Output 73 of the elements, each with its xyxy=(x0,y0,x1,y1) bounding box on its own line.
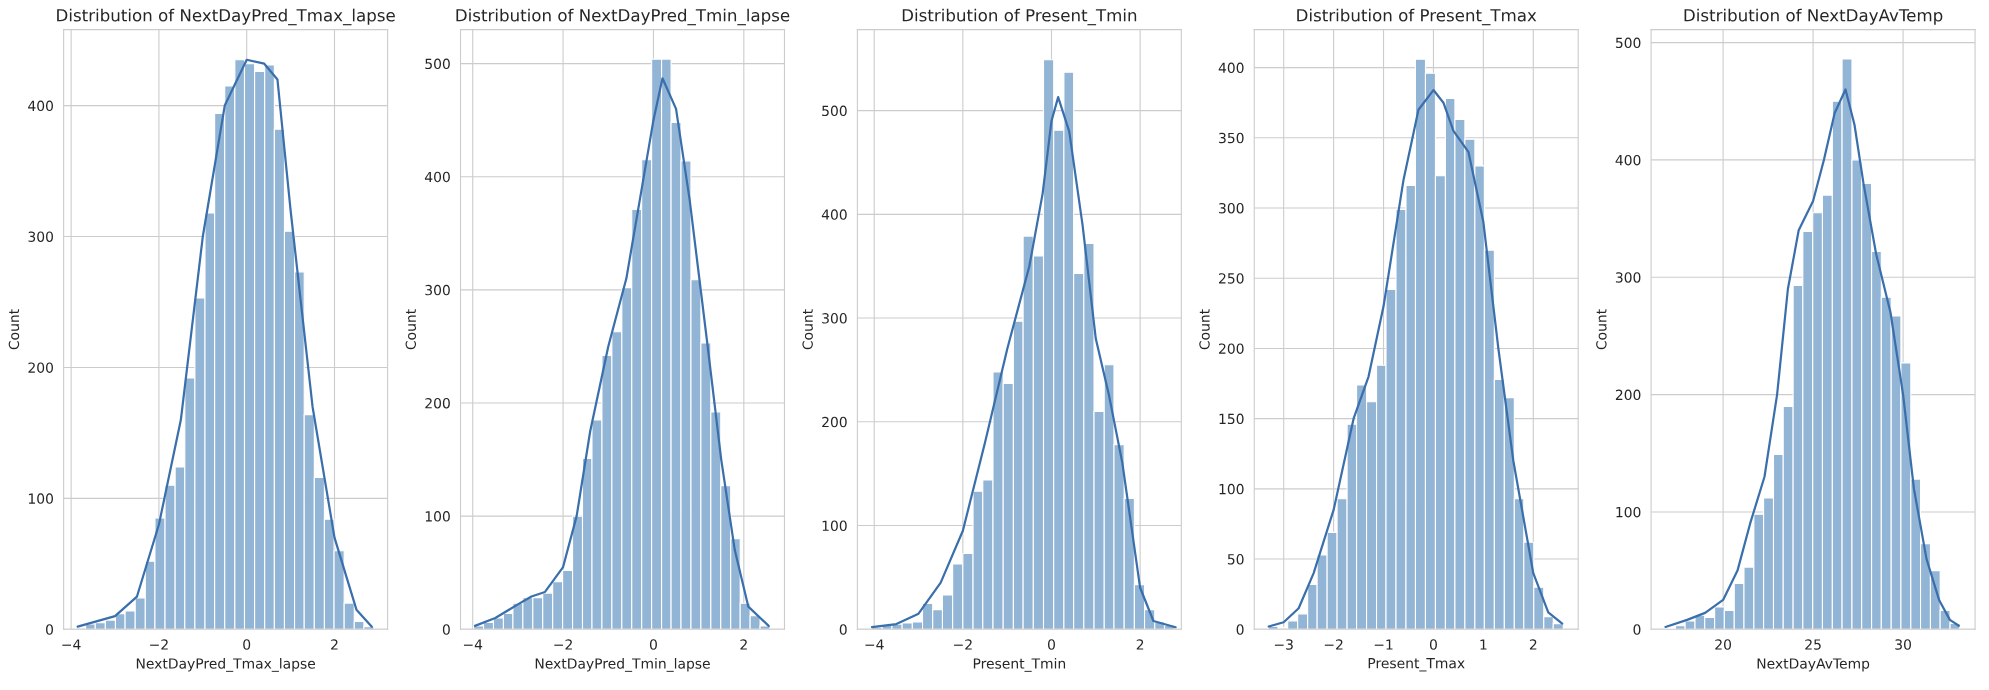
y-tick-label: 500 xyxy=(425,58,450,70)
y-tick-label: 500 xyxy=(1615,37,1641,49)
y-axis-title: Count xyxy=(405,309,417,350)
y-tick-label: 200 xyxy=(28,362,53,373)
x-tick-label: 0 xyxy=(649,639,657,650)
y-tick-label: 100 xyxy=(1219,483,1244,495)
line-series xyxy=(1267,88,1564,628)
y-tick-label: 50 xyxy=(1227,554,1244,565)
x-tick-label: 0 xyxy=(243,639,251,650)
y-tick-label: 0 xyxy=(46,624,53,635)
x-axis-title: NextDayPred_Tmin_lapse xyxy=(535,658,710,672)
x-axis-title: NextDayAvTemp xyxy=(1757,658,1870,672)
x-axis-title: Present_Tmin xyxy=(973,658,1066,672)
y-tick-label: 0 xyxy=(839,624,847,635)
y-tick-label: 100 xyxy=(425,511,450,522)
x-tick-label: 20 xyxy=(1715,639,1732,650)
y-tick-label: 400 xyxy=(1218,62,1244,74)
y-axis-title: Count xyxy=(802,309,813,350)
x-tick-label: 2 xyxy=(1136,639,1144,650)
line-series xyxy=(870,95,1177,629)
chart-title: Distribution of NextDayPred_Tmin_lapse xyxy=(456,8,790,26)
x-tick-label: −2 xyxy=(1324,639,1343,650)
x-tick-label: 2 xyxy=(740,639,747,650)
x-tick-label: −4 xyxy=(62,639,81,650)
y-tick-label: 250 xyxy=(1219,273,1244,284)
y-axis-title: Count xyxy=(1596,309,1607,350)
x-tick-label: −4 xyxy=(463,639,483,650)
chart-title: Distribution of Present_Tmax xyxy=(1297,8,1537,26)
x-tick-label: −2 xyxy=(150,639,168,650)
y-tick-label: 300 xyxy=(425,284,450,296)
x-tick-label: −1 xyxy=(1374,639,1393,650)
y-tick-label: 0 xyxy=(1236,624,1244,635)
chart-title: Distribution of NextDayAvTemp xyxy=(1684,8,1943,25)
y-tick-label: 200 xyxy=(425,397,450,409)
y-tick-label: 400 xyxy=(821,209,847,220)
x-tick-label: 1 xyxy=(1480,639,1487,650)
y-tick-label: 350 xyxy=(1219,132,1244,144)
x-tick-label: 0 xyxy=(1429,639,1437,650)
y-tick-label: 200 xyxy=(822,416,847,428)
line-series xyxy=(76,58,373,628)
y-tick-label: 100 xyxy=(28,493,53,504)
y-tick-label: 300 xyxy=(1219,202,1244,214)
x-tick-label: 2 xyxy=(1529,639,1537,650)
y-tick-label: 500 xyxy=(822,105,847,117)
x-tick-label: 30 xyxy=(1895,639,1911,650)
y-tick-label: 0 xyxy=(1633,624,1641,635)
x-tick-label: −2 xyxy=(954,639,972,650)
y-tick-label: 0 xyxy=(442,624,450,635)
y-tick-label: 300 xyxy=(822,313,847,324)
x-axis-title: NextDayPred_Tmax_lapse xyxy=(136,658,316,672)
x-tick-label: 0 xyxy=(1047,639,1055,650)
x-tick-label: 25 xyxy=(1805,639,1821,650)
x-tick-label: 2 xyxy=(331,639,338,650)
y-tick-label: 200 xyxy=(1615,389,1641,401)
x-tick-label: −3 xyxy=(1274,639,1293,650)
chart-title: Distribution of NextDayPred_Tmax_lapse xyxy=(57,8,395,26)
y-tick-label: 400 xyxy=(424,171,450,183)
y-tick-label: 200 xyxy=(1219,343,1244,354)
y-tick-label: 400 xyxy=(1615,154,1641,166)
line-series xyxy=(1664,88,1960,629)
y-tick-label: 300 xyxy=(28,231,53,242)
y-tick-label: 100 xyxy=(822,520,847,532)
chart-title: Distribution of Present_Tmin xyxy=(902,8,1137,26)
y-tick-label: 300 xyxy=(1615,272,1641,283)
x-axis-title: Present_Tmax xyxy=(1368,658,1465,672)
y-tick-label: 100 xyxy=(1616,506,1641,518)
x-tick-label: −2 xyxy=(554,639,572,650)
x-tick-label: −4 xyxy=(865,639,884,650)
y-axis-title: Count xyxy=(8,309,20,350)
y-axis-title: Count xyxy=(1199,309,1210,350)
y-tick-label: 400 xyxy=(28,100,53,112)
line-series xyxy=(473,77,770,627)
y-tick-label: 150 xyxy=(1219,413,1244,425)
